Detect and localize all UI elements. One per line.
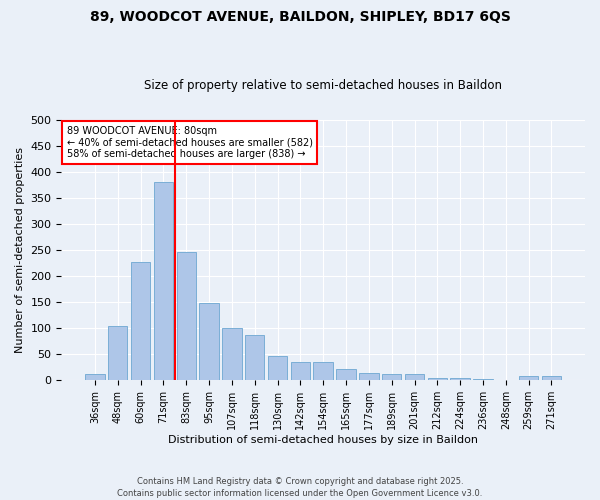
Text: 89, WOODCOT AVENUE, BAILDON, SHIPLEY, BD17 6QS: 89, WOODCOT AVENUE, BAILDON, SHIPLEY, BD… — [89, 10, 511, 24]
Bar — [108, 326, 127, 380]
Bar — [176, 252, 196, 380]
Bar — [451, 378, 470, 380]
Y-axis label: Number of semi-detached properties: Number of semi-detached properties — [15, 147, 25, 353]
Bar — [313, 362, 333, 380]
Bar — [542, 376, 561, 380]
Bar — [359, 373, 379, 380]
Bar — [519, 376, 538, 380]
Text: Contains HM Land Registry data © Crown copyright and database right 2025.
Contai: Contains HM Land Registry data © Crown c… — [118, 476, 482, 498]
Bar — [337, 370, 356, 380]
Bar — [245, 336, 265, 380]
Bar — [405, 374, 424, 380]
Text: 89 WOODCOT AVENUE: 80sqm
← 40% of semi-detached houses are smaller (582)
58% of : 89 WOODCOT AVENUE: 80sqm ← 40% of semi-d… — [67, 126, 313, 160]
Bar — [290, 362, 310, 380]
Bar — [131, 262, 150, 380]
Title: Size of property relative to semi-detached houses in Baildon: Size of property relative to semi-detach… — [144, 79, 502, 92]
X-axis label: Distribution of semi-detached houses by size in Baildon: Distribution of semi-detached houses by … — [168, 435, 478, 445]
Bar — [268, 356, 287, 380]
Bar — [199, 303, 219, 380]
Bar — [428, 378, 447, 380]
Bar — [382, 374, 401, 380]
Bar — [85, 374, 104, 380]
Bar — [222, 328, 242, 380]
Bar — [154, 182, 173, 380]
